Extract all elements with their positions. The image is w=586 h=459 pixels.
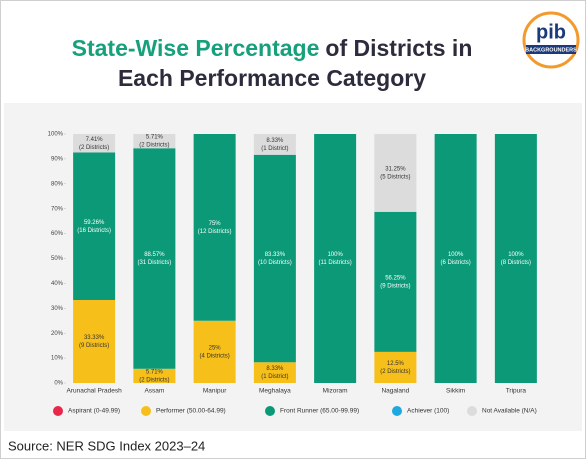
legend-swatch xyxy=(392,406,402,416)
bar-segment xyxy=(193,134,236,321)
bar-segment xyxy=(133,368,176,383)
bar-segment xyxy=(73,300,116,383)
bar-segment xyxy=(374,211,417,352)
legend-swatch xyxy=(467,406,477,416)
title-highlight: State-Wise Percentage xyxy=(72,35,320,61)
value-label: 83.33% xyxy=(265,252,286,258)
logo-text: pib xyxy=(536,21,566,43)
y-tick-label: 50% xyxy=(51,256,64,262)
bar-segment xyxy=(253,134,296,155)
district-label: (1 District) xyxy=(261,374,288,380)
value-label: 8.33% xyxy=(266,138,284,144)
value-label: 25% xyxy=(209,345,222,351)
district-label: (11 Districts) xyxy=(319,260,352,266)
x-tick-label: Manipur xyxy=(203,388,227,395)
bar-segment xyxy=(374,351,417,383)
bar-segment xyxy=(253,154,296,363)
district-label: (5 Districts) xyxy=(380,174,410,180)
y-tick-label: 30% xyxy=(51,306,64,312)
value-label: 5.71% xyxy=(146,135,164,141)
value-label: 5.71% xyxy=(146,369,164,375)
district-label: (2 Districts) xyxy=(79,145,109,151)
district-label: (16 Districts) xyxy=(77,228,111,234)
district-label: (2 Districts) xyxy=(139,143,169,149)
district-label: (1 District) xyxy=(261,146,288,152)
bar-segment xyxy=(193,320,236,383)
district-label: (2 Districts) xyxy=(139,377,169,383)
y-tick-label: 10% xyxy=(51,356,64,362)
chart-title: State-Wise Percentage of Districts in xyxy=(72,35,473,61)
bar-segment xyxy=(73,152,116,301)
y-tick-label: 60% xyxy=(51,231,64,237)
x-tick-label: Sikkim xyxy=(446,388,465,395)
legend-label: Front Runner (65.00-99.99) xyxy=(280,408,359,415)
y-tick-label: 40% xyxy=(51,281,64,287)
chart-title-line2: Each Performance Category xyxy=(118,65,426,91)
district-label: (12 Districts) xyxy=(198,229,232,235)
legend-label: Not Available (N/A) xyxy=(482,408,537,415)
x-tick-label: Meghalaya xyxy=(259,388,291,395)
title-rest: of Districts in xyxy=(325,35,472,61)
legend-swatch xyxy=(265,406,275,416)
district-label: (2 Districts) xyxy=(380,369,410,375)
x-tick-label: Tripura xyxy=(506,388,527,395)
bar-segment xyxy=(133,134,176,149)
x-tick-label: Arunachal Pradesh xyxy=(66,388,122,395)
district-label: (8 Districts) xyxy=(501,260,531,266)
district-label: (4 Districts) xyxy=(199,353,229,359)
value-label: 56.25% xyxy=(385,275,406,281)
bar-segment xyxy=(133,148,176,369)
district-label: (10 Districts) xyxy=(258,260,292,266)
logo-subtitle: BACKGROUNDERS xyxy=(525,47,577,53)
bar-segment xyxy=(73,134,116,153)
legend-label: Performer (50.00-64.99) xyxy=(156,408,226,415)
district-label: (6 Districts) xyxy=(440,260,470,266)
bar-segment xyxy=(494,134,537,383)
bar-segment xyxy=(253,362,296,383)
value-label: 100% xyxy=(448,252,464,258)
value-label: 33.33% xyxy=(84,335,105,341)
y-tick-label: 100% xyxy=(48,132,64,138)
logo-band xyxy=(526,45,576,54)
bar-segment xyxy=(434,134,477,383)
y-tick-label: 90% xyxy=(51,156,64,162)
legend-swatch xyxy=(53,406,63,416)
source: Source: NER SDG Index 2023–24 xyxy=(8,438,205,453)
x-tick-label: Mizoram xyxy=(323,388,348,395)
y-tick-label: 0% xyxy=(54,381,63,387)
district-label: (31 Districts) xyxy=(138,260,172,266)
y-tick-label: 70% xyxy=(51,206,64,212)
value-label: 88.57% xyxy=(144,252,165,258)
value-label: 100% xyxy=(327,252,343,258)
bar-segment xyxy=(314,134,357,383)
legend-label: Achiever (100) xyxy=(407,408,449,415)
legend-swatch xyxy=(141,406,151,416)
district-label: (9 Districts) xyxy=(380,283,410,289)
district-label: (9 Districts) xyxy=(79,343,109,349)
value-label: 8.33% xyxy=(266,366,284,372)
x-tick-label: Assam xyxy=(144,388,164,395)
value-label: 7.41% xyxy=(86,137,104,143)
bar-segment xyxy=(374,134,417,212)
legend-label: Aspirant (0-49.99) xyxy=(68,408,120,415)
y-tick-label: 80% xyxy=(51,181,64,187)
value-label: 75% xyxy=(209,221,222,227)
value-label: 59.26% xyxy=(84,220,105,226)
y-tick-label: 20% xyxy=(51,331,64,337)
value-label: 31.25% xyxy=(385,166,406,172)
x-tick-label: Nagaland xyxy=(381,388,409,395)
value-label: 100% xyxy=(508,252,524,258)
value-label: 12.5% xyxy=(387,361,405,367)
